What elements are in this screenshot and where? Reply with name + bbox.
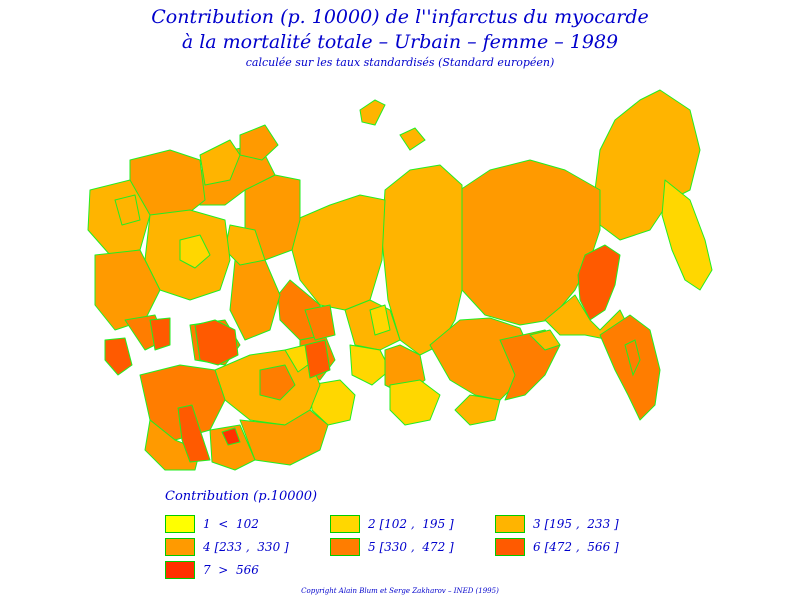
legend-title: Contribution (p.10000)	[165, 489, 318, 504]
legend-item: 1 < 102	[165, 514, 259, 534]
region-kyrgyzstan	[221, 427, 241, 446]
region-kamchatka	[661, 179, 713, 291]
legend-item: 4 [233 , 330 ]	[165, 537, 289, 557]
map-subtitle: à la mortalité totale – Urbain – femme –…	[181, 31, 619, 53]
legend-swatch-4	[165, 538, 195, 556]
region-primorye	[599, 314, 661, 421]
region-karaganda	[259, 364, 296, 401]
region-amur	[529, 329, 561, 351]
region-turkmenistan	[144, 419, 201, 471]
legend-item: 5 [330 , 472 ]	[330, 537, 454, 557]
legend-swatch-7	[165, 561, 195, 579]
legend-item: 2 [102 , 195 ]	[330, 514, 454, 534]
region-karelia	[199, 139, 241, 186]
legend-label-5: 5 [330 , 472 ]	[368, 540, 454, 554]
legend-item: 3 [195 , 233 ]	[495, 514, 619, 534]
legend-label-6: 6 [472 , 566 ]	[533, 540, 619, 554]
legend-item: 6 [472 , 566 ]	[495, 537, 619, 557]
region-kazakhstan-central	[239, 409, 329, 466]
region-moscow	[179, 234, 211, 269]
legend-label-1: 1 < 102	[203, 517, 259, 531]
region-volga-middle	[194, 319, 239, 366]
region-tajikistan	[209, 424, 256, 471]
region-uzbekistan	[177, 404, 211, 463]
island-sakhalin	[624, 339, 641, 377]
region-altai	[309, 379, 356, 426]
legend-swatch-1	[165, 515, 195, 533]
legend-swatch-2	[330, 515, 360, 533]
region-novosibirsk	[349, 344, 391, 386]
legend-swatch-6	[495, 538, 525, 556]
region-north-caucasus	[149, 317, 171, 351]
legend-label-4: 4 [233 , 330 ]	[203, 540, 289, 554]
map-note: calculée sur les taux standardisés (Stan…	[245, 56, 555, 69]
region-mongolia-border	[389, 379, 441, 426]
legend-label-3: 3 [195 , 233 ]	[533, 517, 619, 531]
island-severnaya-zemlya	[399, 127, 426, 151]
island-novaya-zemlya	[359, 99, 386, 126]
region-magadan-east	[577, 244, 621, 321]
region-belarus	[114, 194, 141, 226]
region-kola	[239, 124, 279, 161]
choropleth-map	[87, 89, 713, 471]
region-khakassia	[369, 304, 391, 336]
legend-item: 7 > 566	[165, 560, 259, 580]
legend-label-7: 7 > 566	[203, 563, 259, 577]
copyright-note: Copyright Alain Blum et Serge Zakharov –…	[301, 587, 499, 595]
region-chelyabinsk	[304, 304, 336, 341]
map-title: Contribution (p. 10000) de l''infarctus …	[151, 6, 649, 28]
region-urals-central	[229, 259, 281, 341]
region-kurgan	[304, 339, 331, 379]
legend-label-2: 2 [102 , 195 ]	[368, 517, 454, 531]
legend-swatch-5	[330, 538, 360, 556]
region-buryatia	[454, 394, 501, 426]
legend-swatch-3	[495, 515, 525, 533]
region-caucasus-west	[104, 337, 133, 376]
